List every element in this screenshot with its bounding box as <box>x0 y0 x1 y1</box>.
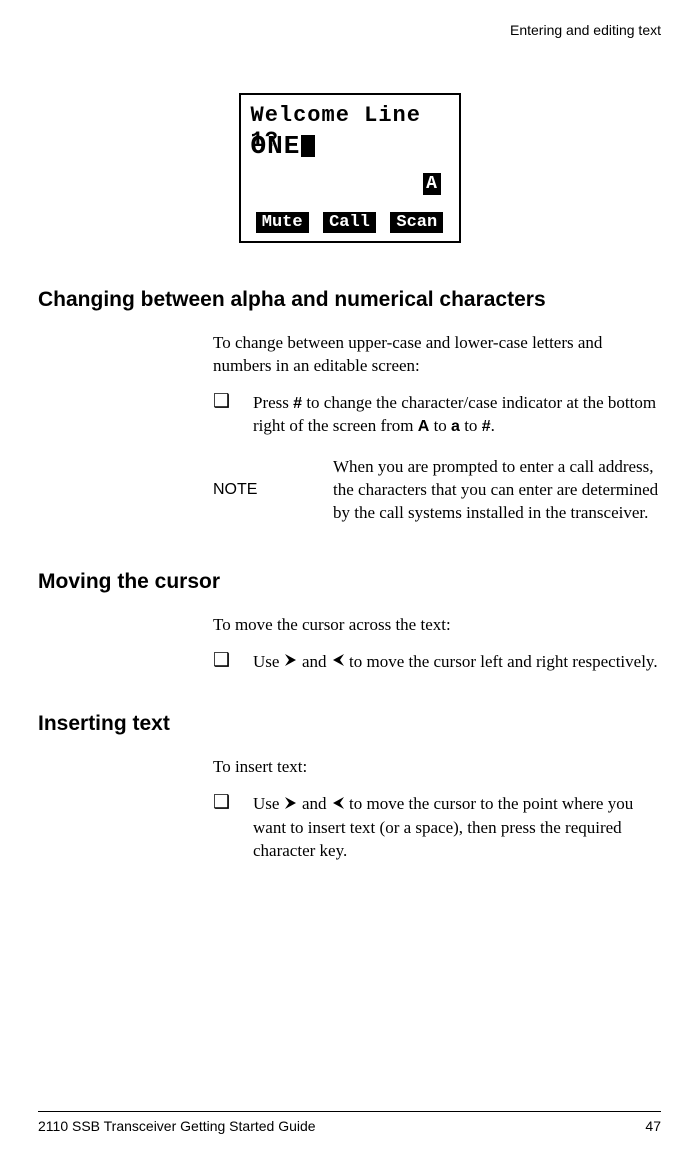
heading-inserting-text: Inserting text <box>38 712 661 736</box>
heading-moving-cursor: Moving the cursor <box>38 570 661 594</box>
note-label: NOTE <box>213 479 333 501</box>
lcd-softkey-mute: Mute <box>256 212 309 233</box>
intro-para-2: To move the cursor across the text: <box>213 614 661 637</box>
body-changing-characters: To change between upper-case and lower-c… <box>213 332 661 525</box>
lcd-line-2: ONE <box>251 131 301 161</box>
checkbox-bullet-icon: ❑ <box>213 392 253 438</box>
step2-pre: Use <box>253 652 284 671</box>
body-moving-cursor: To move the cursor across the text: ❑ Us… <box>213 614 661 675</box>
lcd-screenshot: Welcome Line 1? ONE A Mute Call Scan <box>38 93 661 243</box>
checkbox-bullet-icon: ❑ <box>213 793 253 862</box>
step1-key: # <box>293 395 302 412</box>
footer-doc-title: 2110 SSB Transceiver Getting Started Gui… <box>38 1118 316 1134</box>
lcd-case-indicator: A <box>423 173 441 195</box>
step-text-1: Press # to change the character/case ind… <box>253 392 661 438</box>
lcd-softkey-call: Call <box>323 212 376 233</box>
heading-changing-characters: Changing between alpha and numerical cha… <box>38 288 661 312</box>
step1-A: A <box>418 418 430 435</box>
step3-mid: and <box>298 794 331 813</box>
note-row: NOTE When you are prompted to enter a ca… <box>213 456 661 525</box>
step1-end: . <box>491 416 495 435</box>
step-row-2: ❑ Use and to move the cursor left and ri… <box>213 651 661 675</box>
lcd-cursor <box>301 135 315 157</box>
lcd-softkey-row: Mute Call Scan <box>241 212 459 233</box>
step-text-2: Use and to move the cursor left and righ… <box>253 651 661 675</box>
note-text: When you are prompted to enter a call ad… <box>333 456 661 525</box>
body-inserting-text: To insert text: ❑ Use and to move the cu… <box>213 756 661 862</box>
step1-hash: # <box>482 418 491 435</box>
intro-para-3: To insert text: <box>213 756 661 779</box>
step1-to1: to <box>429 416 451 435</box>
arrow-right-icon <box>284 794 298 817</box>
arrow-right-icon <box>284 651 298 674</box>
step-row-1: ❑ Press # to change the character/case i… <box>213 392 661 438</box>
step2-post: to move the cursor left and right respec… <box>345 652 658 671</box>
lcd-softkey-scan: Scan <box>390 212 443 233</box>
header-section-label: Entering and editing text <box>38 22 661 38</box>
step1-a: a <box>451 418 460 435</box>
footer-page-number: 47 <box>645 1118 661 1134</box>
arrow-left-icon <box>331 651 345 674</box>
intro-para-1: To change between upper-case and lower-c… <box>213 332 661 378</box>
step-text-3: Use and to move the cursor to the point … <box>253 793 661 862</box>
step3-pre: Use <box>253 794 284 813</box>
step-row-3: ❑ Use and to move the cursor to the poin… <box>213 793 661 862</box>
checkbox-bullet-icon: ❑ <box>213 651 253 675</box>
lcd-line-2-wrap: ONE <box>251 131 316 161</box>
page-footer: 2110 SSB Transceiver Getting Started Gui… <box>38 1111 661 1134</box>
step1-pre: Press <box>253 393 293 412</box>
page: Entering and editing text Welcome Line 1… <box>0 0 699 1164</box>
step2-mid: and <box>298 652 331 671</box>
arrow-left-icon <box>331 794 345 817</box>
step1-to2: to <box>460 416 482 435</box>
lcd-screen: Welcome Line 1? ONE A Mute Call Scan <box>239 93 461 243</box>
